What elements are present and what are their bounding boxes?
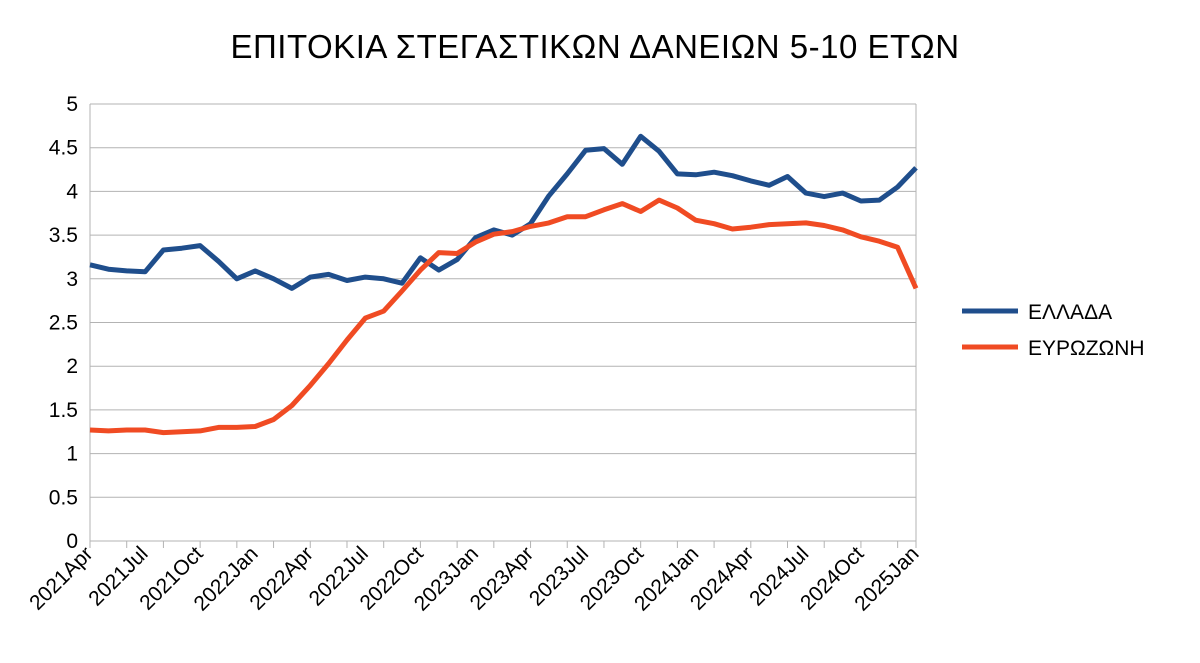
y-tick-label: 4 (66, 180, 78, 203)
y-tick-label: 0 (66, 530, 78, 553)
legend: ΕΛΛΑΔΑ ΕΥΡΩΖΩΝΗ (962, 301, 1145, 360)
series-lines (89, 133, 919, 436)
y-tick-label: 0.5 (49, 486, 78, 509)
y-tick-label: 1 (66, 443, 78, 466)
y-tick-label: 4.5 (49, 137, 78, 160)
legend-label-2: ΕΥΡΩΖΩΝΗ (1028, 337, 1145, 360)
series-line-1 (89, 133, 918, 291)
y-tick-label: 2.5 (49, 312, 78, 335)
x-tick-label: 2021Apr (25, 542, 97, 614)
legend-label-1: ΕΛΛΑΔΑ (1028, 301, 1112, 324)
gridlines (90, 103, 916, 542)
chart-title: ΕΠΙΤΟΚΙΑ ΣΤΕΓΑΣΤΙΚΩΝ ΔΑΝΕΙΩΝ 5-10 ΕΤΩΝ (230, 28, 960, 65)
axes (89, 104, 917, 548)
y-tick-label: 3.5 (49, 224, 78, 247)
x-axis-tick-labels: 2021Apr2021Jul2021Oct2022Jan2022Apr2022J… (25, 542, 923, 615)
series-line-2 (89, 197, 919, 436)
y-tick-label: 3 (66, 268, 78, 291)
y-tick-label: 5 (66, 93, 78, 116)
y-axis-tick-labels: 0 0.5 1 1.5 2 2.5 3 3.5 4 4.5 5 (49, 93, 79, 553)
y-tick-label: 1.5 (49, 399, 78, 422)
y-tick-label: 2 (66, 355, 78, 378)
